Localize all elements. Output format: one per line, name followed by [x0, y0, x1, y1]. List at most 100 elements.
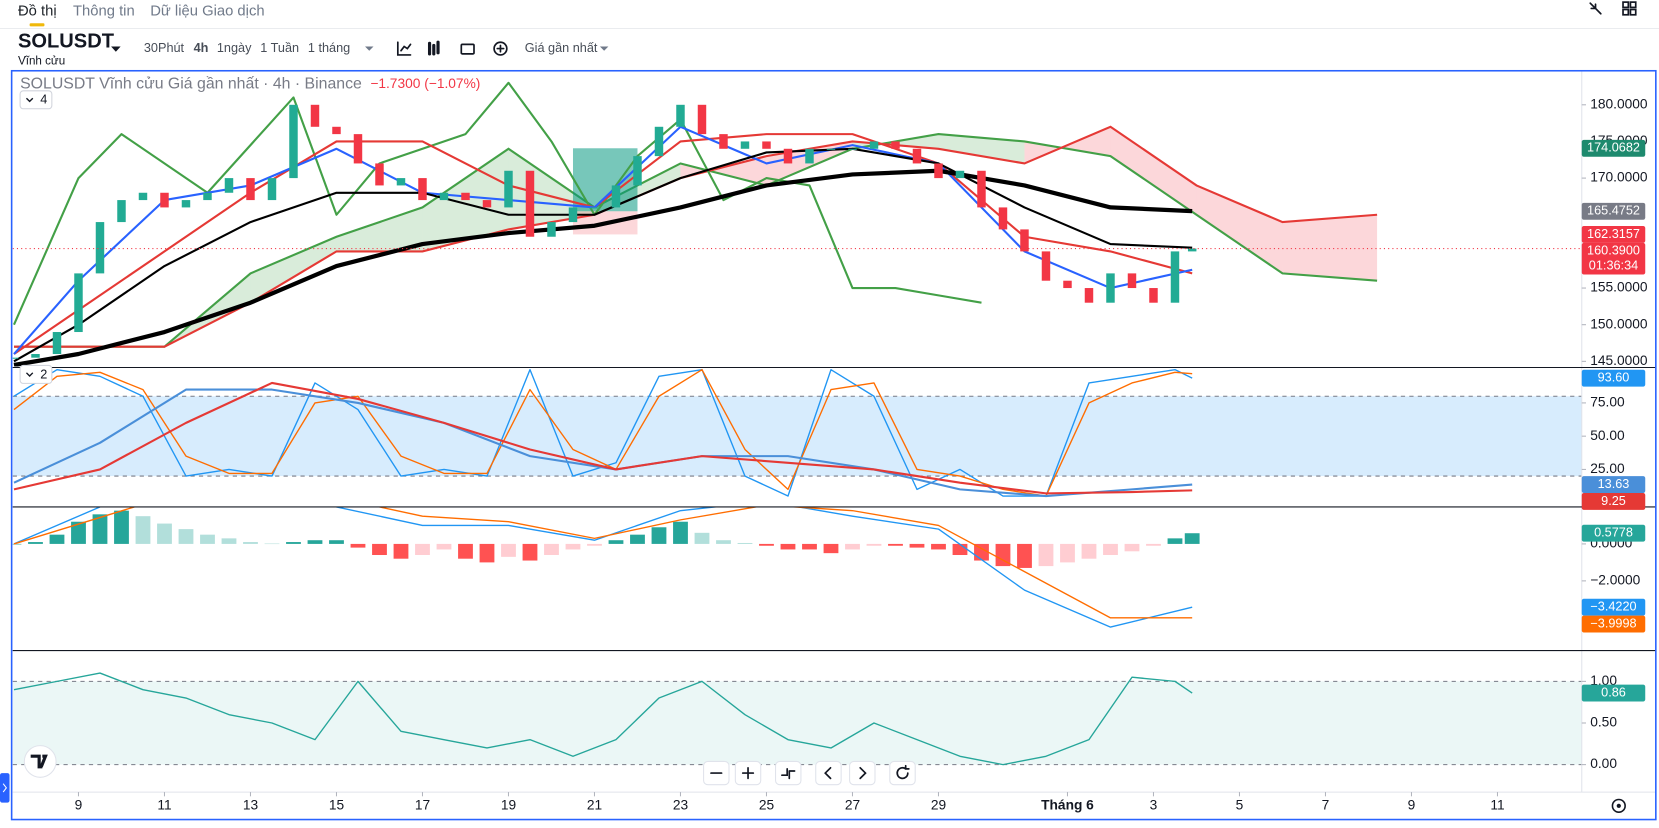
- histogram-bar: [1167, 538, 1183, 544]
- candle: [1127, 273, 1137, 289]
- histogram-bar: [888, 543, 903, 546]
- grid-icon[interactable]: [1622, 8, 1630, 16]
- add-icon[interactable]: [493, 41, 508, 56]
- add-icon[interactable]: [496, 44, 505, 53]
- indicator-icon[interactable]: [396, 41, 412, 56]
- cloud-line: [13, 133, 1378, 348]
- histogram-bar: [565, 543, 581, 550]
- scroll-left-button[interactable]: [815, 760, 842, 786]
- window-icons[interactable]: [1589, 1, 1637, 16]
- x-tick-label: 13: [243, 797, 259, 812]
- histogram-bar: [350, 543, 366, 548]
- price-badge-label: 174.0682: [1587, 141, 1640, 155]
- histogram-bar: [931, 543, 946, 550]
- x-tick-label: Tháng 6: [1041, 797, 1094, 812]
- pane: [12, 368, 1582, 498]
- y-tick-label: 145.0000: [1590, 353, 1648, 368]
- candle: [418, 178, 427, 201]
- price-badge: [1581, 615, 1646, 633]
- camera-icon[interactable]: [460, 43, 475, 55]
- candle: [1063, 280, 1072, 289]
- reset-scale-icon[interactable]: [781, 768, 796, 780]
- histogram-bar: [458, 543, 473, 559]
- grid-icon[interactable]: [1622, 1, 1630, 9]
- collapse-icon[interactable]: [1589, 2, 1602, 15]
- cloud-fill: [250, 236, 337, 303]
- reset-button[interactable]: [889, 760, 916, 786]
- indicator-count: 2: [40, 367, 47, 381]
- histogram-bar: [1038, 543, 1054, 567]
- grid-icon[interactable]: [1629, 8, 1637, 16]
- y-tick-label: 150.0000: [1590, 316, 1648, 331]
- price-type[interactable]: Giá gần nhất: [525, 41, 598, 55]
- y-tick-label: 0.50: [1590, 715, 1617, 730]
- candle: [1170, 251, 1180, 303]
- tab[interactable]: Thông tin: [73, 4, 135, 20]
- cloud-fill: [680, 156, 767, 186]
- y-tick-label: 75.00: [1590, 395, 1625, 410]
- chart-frame: [10, 69, 1657, 821]
- interval[interactable]: 1 tháng: [308, 41, 350, 55]
- tab[interactable]: Đồ thị: [18, 4, 57, 20]
- candle: [1106, 273, 1115, 303]
- histogram-bar: [372, 543, 387, 556]
- histogram-bar: [1081, 543, 1097, 559]
- histogram-bar: [759, 543, 774, 546]
- zoom-in-icon[interactable]: [741, 766, 755, 780]
- interval[interactable]: 4h: [194, 41, 209, 55]
- histogram-bar: [544, 543, 559, 556]
- settings-icon[interactable]: [1611, 798, 1626, 813]
- candle: [138, 192, 148, 201]
- candle: [31, 354, 40, 358]
- candle: [95, 222, 105, 274]
- scroll-left-icon[interactable]: [824, 766, 832, 780]
- histogram-bar: [49, 534, 65, 544]
- histogram-bar: [694, 532, 710, 544]
- histogram-bar: [243, 542, 258, 544]
- reset-icon[interactable]: [896, 764, 910, 780]
- price-badge-label: 93.60: [1598, 371, 1630, 385]
- y-tick-label: 25.00: [1590, 461, 1625, 476]
- scroll-right-button[interactable]: [849, 760, 876, 786]
- side-panel-toggle[interactable]: [0, 773, 10, 803]
- y-tick-label: 1.00: [1590, 673, 1617, 688]
- x-tick-label: 25: [759, 797, 775, 812]
- candle: [12, 357, 19, 359]
- interval[interactable]: 30Phút: [144, 41, 185, 55]
- tab[interactable]: Dữ liệu Giao dịch: [150, 4, 264, 20]
- symbol[interactable]: SOLUSDT: [18, 31, 115, 53]
- histogram-bar: [393, 543, 409, 559]
- candle: [375, 163, 384, 186]
- interval[interactable]: 1ngày: [217, 41, 252, 55]
- histogram-bar: [307, 540, 323, 544]
- cloud-fill: [938, 134, 1025, 164]
- cloud-fill: [1282, 214, 1378, 281]
- indicator-count: 4: [40, 93, 47, 107]
- chart-type-icon[interactable]: [427, 40, 440, 56]
- scroll-right-icon[interactable]: [859, 766, 867, 780]
- candle: [52, 332, 62, 355]
- candle: [1187, 248, 1197, 252]
- histogram-bar: [1060, 543, 1075, 563]
- histogram-bar: [200, 534, 215, 544]
- histogram-bar: [630, 534, 645, 544]
- reset-scale-button[interactable]: [775, 760, 802, 786]
- cloud-fill: [336, 207, 423, 252]
- interval[interactable]: 1 Tuần: [260, 41, 299, 55]
- histogram-bar: [28, 542, 43, 544]
- band: [12, 681, 1582, 765]
- x-tick-label: 19: [501, 797, 516, 812]
- histogram-bar: [952, 543, 968, 556]
- legend-change: −1.7300 (−1.07%): [370, 76, 480, 91]
- grid-icon[interactable]: [1629, 1, 1637, 9]
- price-type-dropdown[interactable]: [599, 46, 609, 51]
- interval-dropdown[interactable]: [365, 46, 374, 51]
- price-badge-label: 160.3900: [1587, 244, 1640, 258]
- histogram-bar: [286, 542, 301, 544]
- symbol-dropdown[interactable]: [111, 46, 121, 52]
- x-tick-label: 11: [1490, 797, 1504, 812]
- toolbar-icons[interactable]: [396, 40, 508, 56]
- series-line: [13, 368, 1193, 497]
